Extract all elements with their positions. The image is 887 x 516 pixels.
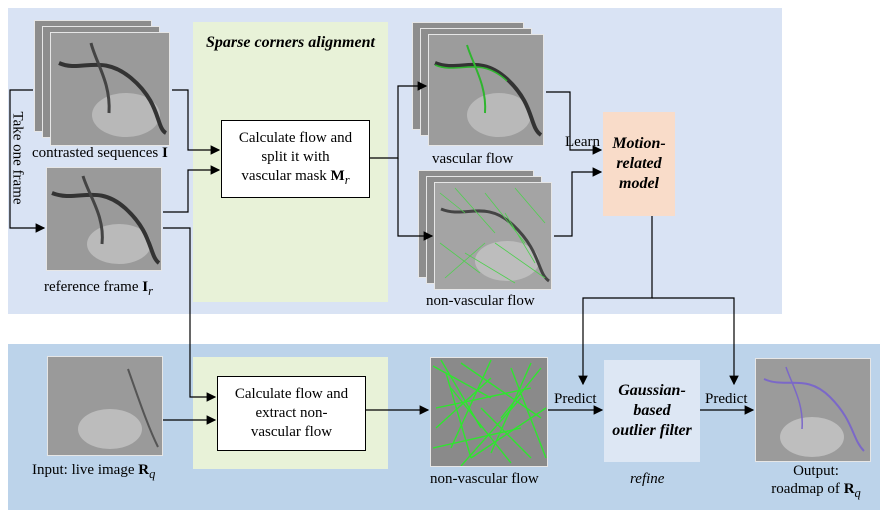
learn-label: Learn: [565, 134, 600, 150]
output-label: Output: roadmap of Rq: [771, 463, 861, 500]
vascular-flow-image: [428, 34, 544, 146]
calculate-flow-split-box: Calculate flow and split it with vascula…: [221, 120, 370, 198]
nonvascular-flow-label-bottom: non-vascular flow: [430, 471, 539, 487]
sequence-frame-front: [50, 32, 170, 146]
live-image: [47, 356, 163, 456]
predict-label-right: Predict: [705, 391, 748, 407]
nonvascular-flow-image-bottom: [430, 357, 548, 467]
calculate-flow-extract-box: Calculate flow and extract non- vascular…: [217, 376, 366, 451]
refine-label: refine: [630, 471, 665, 487]
vascular-flow-label: vascular flow: [432, 151, 514, 167]
stage-title: Sparse corners alignment: [206, 34, 375, 51]
input-label: Input: live image Rq: [32, 462, 156, 481]
motion-related-model-box: Motion- related model: [603, 112, 675, 216]
gaussian-outlier-filter-box: Gaussian- based outlier filter: [604, 360, 700, 462]
nonvascular-flow-image-top: [434, 182, 552, 290]
predict-label-left: Predict: [554, 391, 597, 407]
reference-frame-image: [46, 167, 162, 271]
reference-frame-label: reference frame Ir: [44, 279, 153, 298]
output-roadmap-image: [755, 358, 871, 462]
contrasted-sequences-label: contrasted sequences I: [32, 145, 168, 161]
nonvascular-flow-label-top: non-vascular flow: [426, 293, 535, 309]
